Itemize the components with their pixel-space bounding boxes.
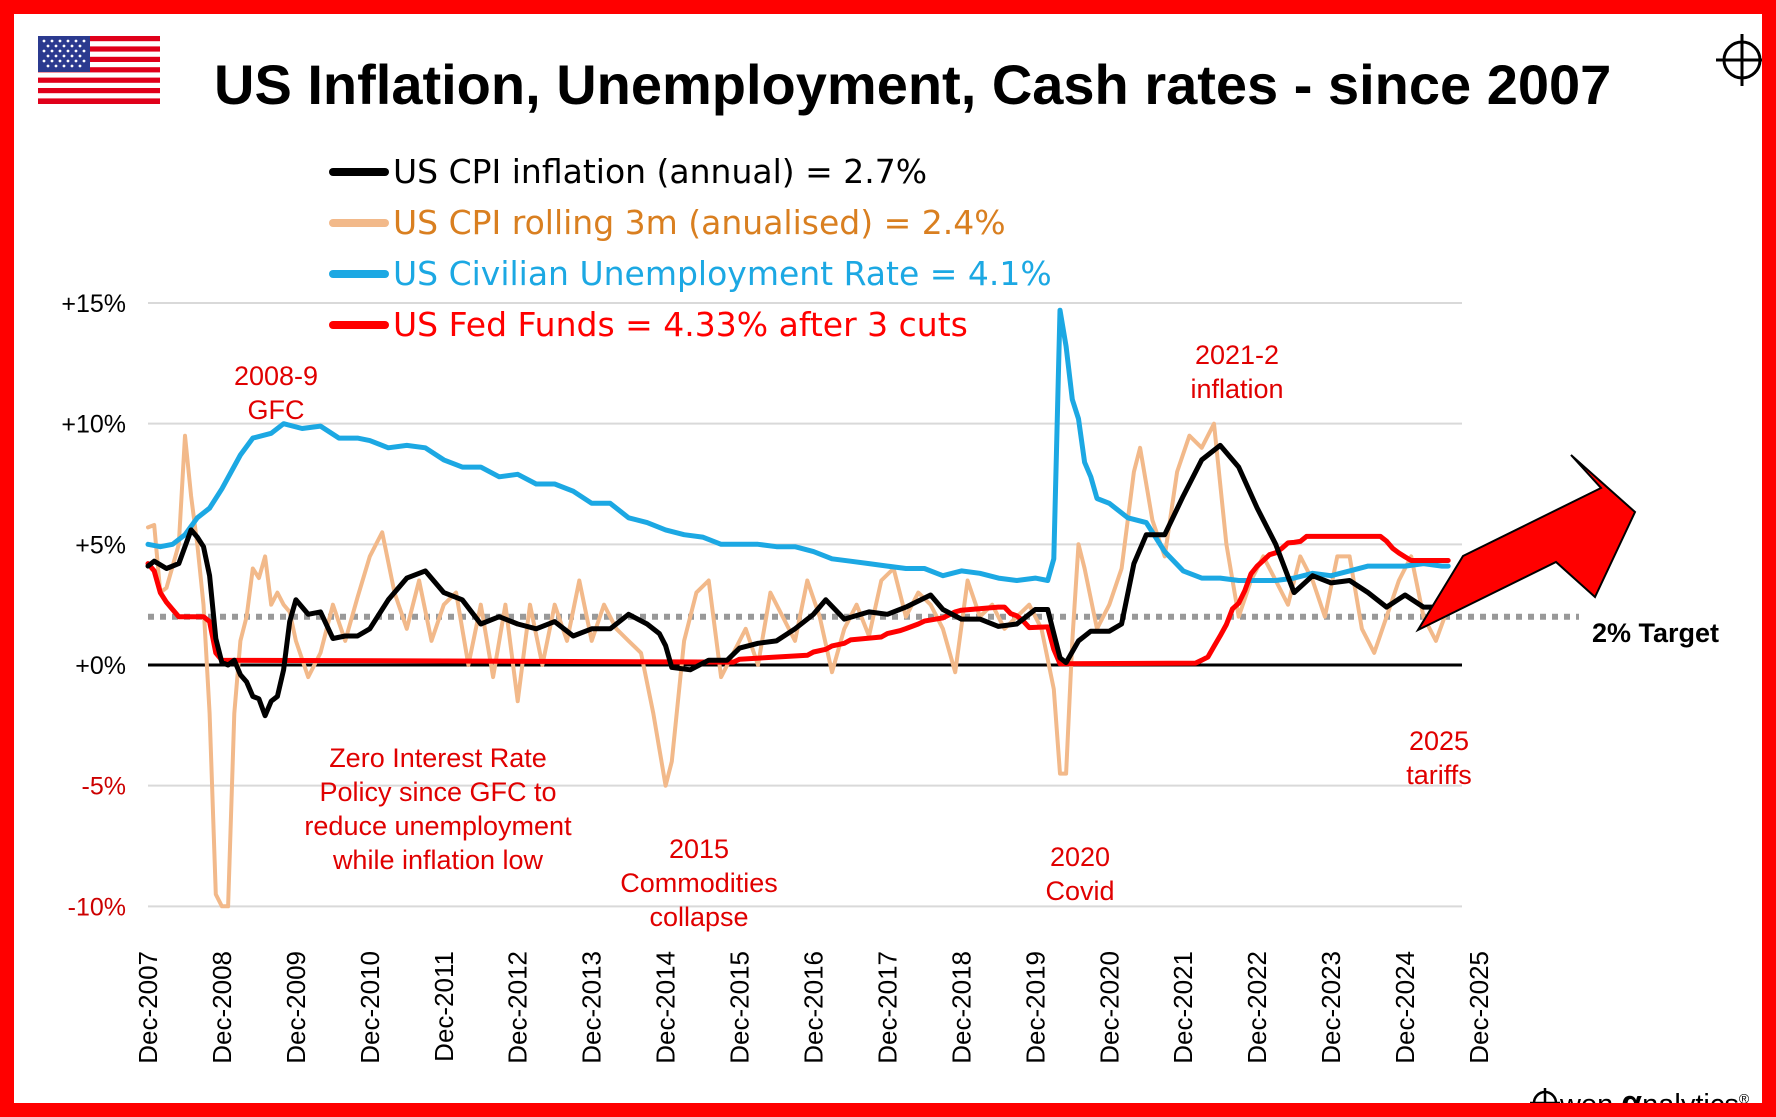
legend-label-cpi-3m: US CPI rolling 3m (anualised) = 2.4%	[393, 203, 1006, 242]
logo-text-pre: wen	[1560, 1089, 1622, 1117]
legend-item-unemployment: US Civilian Unemployment Rate = 4.1%	[329, 248, 1052, 299]
annotation-2015: 2015 Commodities collapse	[599, 832, 799, 934]
annotation-zirp-line3: reduce unemployment	[304, 811, 572, 841]
x-tick-label: Dec-2023	[1316, 951, 1346, 1064]
annotation-tariffs-line2: tariffs	[1406, 760, 1472, 790]
series-line-unemployment	[145, 307, 1451, 583]
legend-item-cpi-3m: US CPI rolling 3m (anualised) = 2.4%	[329, 197, 1052, 248]
annotation-covid-line2: Covid	[1045, 876, 1115, 906]
annotation-2021-inflation: 2021-2 inflation	[1162, 338, 1312, 406]
x-tick-label: Dec-2009	[281, 951, 311, 1064]
logo-crosshair-icon	[1530, 1088, 1560, 1103]
annotation-covid-line1: 2020	[1049, 842, 1111, 872]
target-label: 2% Target	[1592, 618, 1720, 648]
x-tick-label: Dec-2014	[651, 951, 681, 1064]
owen-analytics-logo: wen αnalytics®	[1530, 1084, 1750, 1117]
series-line-fed-funds	[145, 533, 1451, 667]
x-tick-label: Dec-2025	[1464, 951, 1494, 1064]
red-arrow-icon	[1415, 454, 1637, 633]
legend-swatch-cpi-annual	[329, 167, 389, 176]
annotation-gfc-line2: GFC	[247, 395, 305, 425]
annotation-zirp: Zero Interest Rate Policy since GFC to r…	[268, 741, 608, 877]
annotation-covid: 2020 Covid	[1020, 840, 1140, 908]
annotation-2015-line1: 2015	[668, 834, 730, 864]
y-tick-label: -10%	[68, 893, 126, 921]
legend-swatch-fed-funds	[329, 320, 389, 329]
series-line-cpi-annual	[145, 442, 1451, 719]
annotation-2015-line2: Commodities	[620, 868, 778, 898]
x-tick-label: Dec-2024	[1390, 951, 1420, 1064]
legend-item-fed-funds: US Fed Funds = 4.33% after 3 cuts	[329, 299, 1052, 350]
y-tick-label: +15%	[61, 290, 126, 318]
logo-registered: ®	[1738, 1090, 1750, 1107]
x-tick-label: Dec-2021	[1168, 951, 1198, 1064]
x-tick-label: Dec-2015	[725, 951, 755, 1064]
x-tick-label: Dec-2018	[946, 951, 976, 1064]
y-tick-label: +5%	[75, 531, 126, 559]
y-tick-label: +0%	[75, 652, 126, 680]
series-line-cpi-3m	[146, 421, 1451, 909]
x-tick-label: Dec-2022	[1242, 951, 1272, 1064]
annotation-2021-line2: inflation	[1190, 374, 1284, 404]
legend-label-unemployment: US Civilian Unemployment Rate = 4.1%	[393, 254, 1052, 293]
legend-label-cpi-annual: US CPI inflation (annual) = 2.7%	[393, 152, 928, 191]
legend-swatch-unemployment	[329, 269, 389, 278]
annotation-tariffs-line1: 2025	[1408, 726, 1470, 756]
annotation-zirp-line4: while inflation low	[332, 845, 544, 875]
x-tick-label: Dec-2010	[355, 951, 385, 1064]
x-tick-label: Dec-2011	[429, 951, 459, 1062]
logo-alpha: α	[1621, 1084, 1643, 1117]
crosshair-icon	[1714, 32, 1762, 93]
legend-swatch-cpi-3m	[329, 218, 389, 227]
annotation-tariffs: 2025 tariffs	[1389, 724, 1489, 792]
annotation-gfc: 2008-9 GFC	[196, 359, 356, 427]
annotation-zirp-line2: Policy since GFC to	[319, 777, 557, 807]
line-chart: +15% +10% +5% +0% -5% -10% Dec-2007 Dec-2008 De…	[61, 290, 1637, 1064]
x-tick-label: Dec-2012	[503, 951, 533, 1064]
y-tick-label: -5%	[82, 773, 126, 801]
annotation-2015-line3: collapse	[649, 902, 749, 932]
logo-text-post: nalytics	[1642, 1089, 1739, 1117]
legend-label-fed-funds: US Fed Funds = 4.33% after 3 cuts	[393, 305, 968, 344]
annotation-zirp-line1: Zero Interest Rate	[329, 743, 547, 773]
annotation-gfc-line1: 2008-9	[233, 361, 319, 391]
x-tick-label: Dec-2008	[207, 951, 237, 1064]
y-tick-label: +10%	[61, 411, 126, 439]
source-note: MONTHLY \ Bonds \ ABH968	[1219, 1103, 1388, 1117]
legend: US CPI inflation (annual) = 2.7% US CPI …	[329, 146, 1052, 350]
x-tick-label: Dec-2007	[133, 951, 163, 1064]
x-tick-label: Dec-2016	[799, 951, 829, 1064]
x-tick-label: Dec-2020	[1094, 951, 1124, 1064]
legend-item-cpi-annual: US CPI inflation (annual) = 2.7%	[329, 146, 1052, 197]
us-flag-icon	[38, 36, 160, 109]
chart-title: US Inflation, Unemployment, Cash rates -…	[214, 53, 1612, 116]
annotation-2021-line1: 2021-2	[1194, 340, 1280, 370]
x-tick-label: Dec-2017	[872, 951, 902, 1064]
x-tick-label: Dec-2019	[1020, 951, 1050, 1064]
x-tick-label: Dec-2013	[577, 951, 607, 1064]
